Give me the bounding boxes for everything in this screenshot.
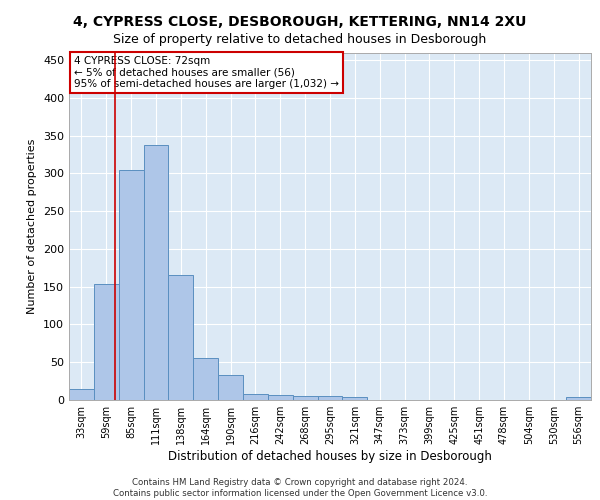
Bar (94, 284, 119, 400)
Bar (143, 144, 169, 400)
Bar (268, 394, 293, 400)
Bar (343, 397, 367, 400)
X-axis label: Distribution of detached houses by size in Desborough: Distribution of detached houses by size … (168, 450, 492, 463)
Bar (69, 388, 94, 400)
Text: 4 CYPRESS CLOSE: 72sqm
← 5% of detached houses are smaller (56)
95% of semi-deta: 4 CYPRESS CLOSE: 72sqm ← 5% of detached … (74, 56, 339, 89)
Text: 4, CYPRESS CLOSE, DESBOROUGH, KETTERING, NN14 2XU: 4, CYPRESS CLOSE, DESBOROUGH, KETTERING,… (73, 15, 527, 29)
Bar (243, 394, 268, 400)
Bar (293, 396, 317, 400)
Text: Size of property relative to detached houses in Desborough: Size of property relative to detached ho… (113, 32, 487, 46)
Bar (119, 170, 143, 400)
Y-axis label: Number of detached properties: Number of detached properties (28, 138, 37, 314)
Bar (218, 375, 243, 400)
Bar (169, 276, 193, 400)
Bar (193, 358, 218, 400)
Bar (317, 396, 343, 400)
Text: Contains HM Land Registry data © Crown copyright and database right 2024.
Contai: Contains HM Land Registry data © Crown c… (113, 478, 487, 498)
Bar (566, 397, 591, 400)
